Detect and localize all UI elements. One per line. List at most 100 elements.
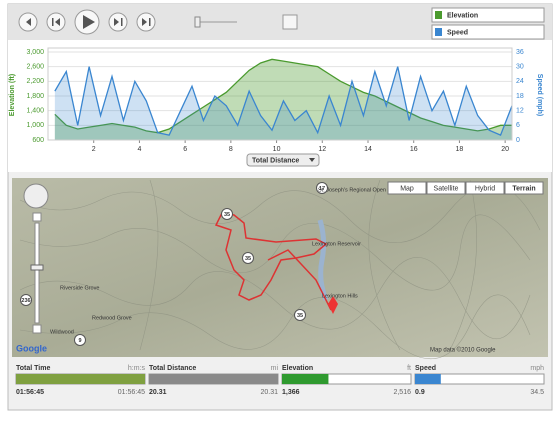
y2-tick-label: 36 — [516, 49, 524, 56]
x-tick-label: 6 — [183, 146, 187, 153]
x-tick-label: 12 — [318, 146, 326, 153]
map-label: Lexington Reservoir — [312, 241, 361, 247]
stat-bar — [282, 374, 329, 384]
shield — [20, 294, 32, 306]
series-select[interactable] — [431, 24, 545, 40]
map-type-buttons: Map Satellite Hybrid Terrain — [387, 181, 544, 195]
shield-number: 236 — [21, 298, 30, 304]
y2-tick-label: 6 — [516, 122, 520, 129]
stat-label: Total Distance — [149, 365, 196, 372]
y2-axis-label: Speed (mph) — [536, 74, 543, 116]
map-type-label: Satellite — [434, 185, 459, 192]
stat-bar — [16, 374, 145, 384]
chart: 600 1,000 1,400 1,800 2,200 2,600 3,000 0 6 12 18 2… — [26, 47, 524, 153]
zoom-out[interactable] — [32, 324, 42, 334]
stat-value: 1,366 — [282, 389, 300, 396]
series-line — [54, 66, 513, 136]
shield — [74, 334, 86, 346]
shield-number: 9 — [78, 338, 81, 344]
stat-label: Total Time — [16, 365, 50, 372]
y2-tick-label: 18 — [516, 93, 524, 100]
shield-number: 35 — [224, 212, 230, 218]
shield — [221, 208, 233, 220]
series-select[interactable] — [431, 7, 545, 23]
y2-tick-label: 24 — [516, 78, 524, 85]
y-tick-label: 2,600 — [26, 64, 44, 71]
stat-bar — [149, 374, 278, 384]
y-tick-label: 1,000 — [26, 122, 44, 129]
stat-unit: h:m:s — [128, 365, 146, 372]
position-marker — [328, 296, 338, 314]
zoom-in[interactable] — [32, 212, 42, 222]
stat-unit: mi — [271, 365, 279, 372]
shield — [316, 182, 328, 194]
track — [214, 212, 332, 311]
x-tick-label: 4 — [137, 146, 141, 153]
swatch — [435, 11, 442, 19]
stat-label: Speed — [415, 365, 436, 372]
stat-value: 0.9 — [415, 389, 425, 396]
road-shields: 17 35 35 35 236 9 — [20, 182, 328, 346]
x-tick-label: 14 — [364, 146, 372, 153]
stat-max: 2,516 — [393, 389, 411, 396]
stats: Total Time h:m:s 01:56:45 01:56:45 Total Dis… — [15, 365, 545, 396]
zoom-track — [34, 222, 40, 324]
copyright: Map data ©2010 Google — [430, 347, 496, 354]
map-label: Lexington Hills — [322, 293, 358, 299]
map-type-button[interactable] — [465, 181, 505, 195]
y-tick-label: 1,800 — [26, 93, 44, 100]
y-tick-label: 2,200 — [26, 78, 44, 85]
zoom-thumb[interactable] — [30, 264, 44, 271]
y-tick-label: 3,000 — [26, 49, 44, 56]
fullscreen-button[interactable] — [282, 14, 298, 30]
y2-tick-label: 30 — [516, 64, 524, 71]
shield — [242, 252, 254, 264]
y2-tick-label: 12 — [516, 108, 524, 115]
x-selector-label: Total Distance — [252, 157, 299, 164]
stat-max: 20.31 — [260, 389, 278, 396]
x-tick-label: 2 — [92, 146, 96, 153]
stat-value: 20.31 — [149, 389, 167, 396]
shield — [294, 309, 306, 321]
series-name: Elevation — [447, 12, 478, 19]
x-tick-label: 20 — [501, 146, 509, 153]
map-type-label: Map — [400, 185, 414, 192]
stat-unit: mph — [530, 365, 544, 372]
map-type-button[interactable] — [504, 181, 544, 195]
shield-number: 17 — [319, 186, 325, 192]
map-label: Wildwood — [50, 329, 74, 335]
stat-label: Elevation — [282, 365, 313, 372]
stat-value: 01:56:45 — [16, 389, 44, 396]
y-tick-label: 1,400 — [26, 108, 44, 115]
shield-number: 35 — [245, 256, 251, 262]
stat-max: 01:56:45 — [118, 389, 145, 396]
swatch — [435, 28, 442, 36]
pan-control[interactable] — [23, 183, 49, 209]
stat-max: 34.5 — [530, 389, 544, 396]
x-selector[interactable] — [246, 153, 320, 167]
map-label: Riverside Grove — [60, 285, 99, 291]
series-line — [54, 58, 512, 134]
y-tick-label: 600 — [32, 137, 44, 144]
map-type-button[interactable] — [426, 181, 466, 195]
x-tick-label: 18 — [456, 146, 464, 153]
reservoir — [317, 219, 329, 301]
map-type-button[interactable] — [387, 181, 427, 195]
x-tick-label: 10 — [273, 146, 281, 153]
x-tick-label: 8 — [229, 146, 233, 153]
x-tick-label: 16 — [410, 146, 418, 153]
map-labels: St. Joseph's Regional Open Space Lexingto… — [50, 187, 403, 335]
map-type-label: Terrain — [512, 185, 535, 192]
slider-thumb[interactable] — [194, 16, 201, 28]
y2-tick-label: 0 — [516, 137, 520, 144]
logo: Google — [16, 343, 47, 353]
map-label: Redwood Grove — [92, 315, 132, 321]
zoom-control — [23, 183, 49, 334]
button-icons — [24, 15, 151, 29]
shield-number: 35 — [297, 313, 303, 319]
stat-unit: ft — [407, 365, 411, 372]
map-label: St. Joseph's Regional Open Space — [318, 187, 403, 193]
map-type-label: Hybrid — [475, 185, 495, 192]
stat-bar — [415, 374, 441, 384]
series-area — [54, 66, 512, 140]
